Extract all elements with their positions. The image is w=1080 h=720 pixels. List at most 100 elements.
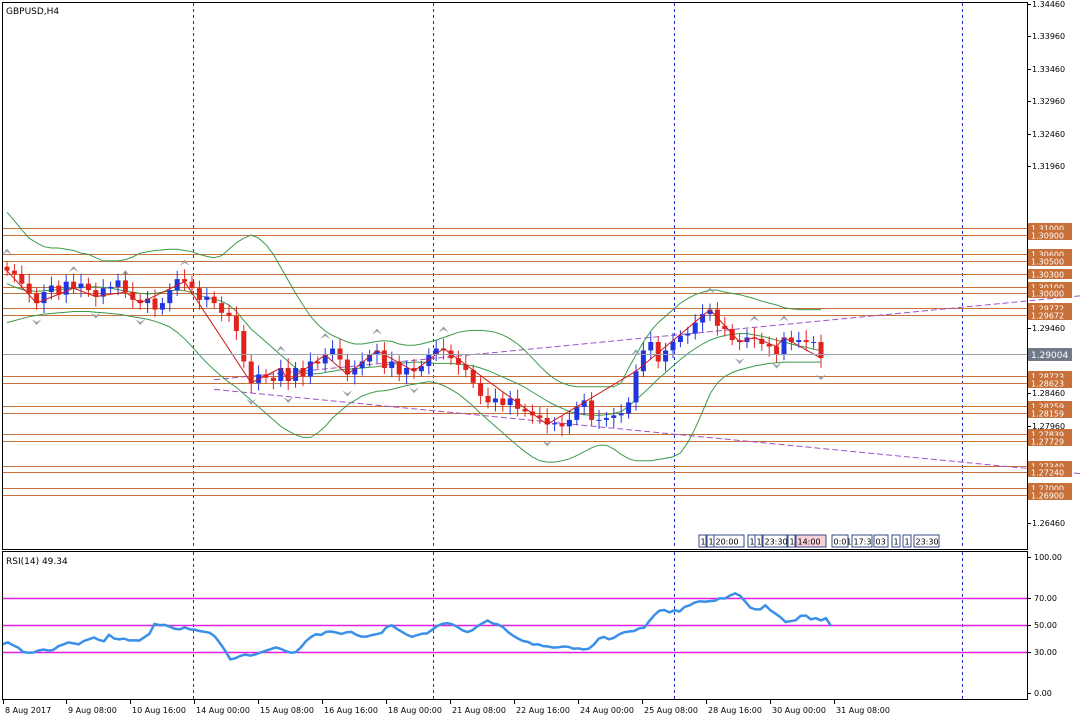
candle-body	[559, 423, 565, 427]
candle-body	[411, 367, 417, 372]
fractal-down-marker	[135, 319, 146, 326]
rsi-tick-label: 30.00	[1034, 648, 1057, 657]
current-price-label: 1.29004	[1031, 351, 1068, 361]
time-tag-label: 1	[905, 538, 910, 547]
time-tag	[754, 534, 763, 548]
time-tag	[795, 534, 827, 548]
bollinger-upper	[6, 211, 821, 388]
fractal-up-marker	[749, 315, 760, 322]
time-tag-label: 1	[894, 538, 899, 547]
price-tick-label: 1.33460	[1032, 65, 1065, 74]
level-tag	[1028, 461, 1072, 471]
level-tag	[1028, 490, 1072, 500]
level-tag-label: 1.29772	[1031, 305, 1064, 314]
candle-body	[685, 333, 691, 336]
candle-body	[100, 288, 106, 297]
candle-body	[19, 273, 25, 284]
fractal-down-marker	[771, 362, 782, 369]
candle-body	[34, 293, 40, 304]
candle-body	[655, 342, 661, 362]
fractal-up-marker	[631, 349, 641, 356]
candle-body	[677, 335, 683, 343]
candle-body	[418, 366, 424, 372]
fractal-up-marker	[2, 248, 12, 255]
candle-body	[330, 348, 336, 356]
fractal-up-marker	[438, 326, 449, 333]
candle-body	[818, 342, 824, 358]
price-tick-label: 1.32960	[1032, 97, 1065, 106]
time-tick-label: 18 Aug 00:00	[388, 706, 442, 715]
candle-body	[226, 312, 232, 317]
candle-body	[737, 340, 743, 343]
candle-body	[589, 400, 595, 420]
level-tag-label: 1.30500	[1031, 258, 1064, 267]
zigzag-line	[6, 270, 822, 425]
price-tick-label: 1.27960	[1032, 422, 1065, 431]
candle-body	[796, 340, 802, 343]
time-tick-label: 14 Aug 00:00	[196, 706, 250, 715]
candle-body	[404, 367, 410, 375]
level-tag	[1028, 288, 1072, 298]
time-tag-label: 23:30	[916, 538, 939, 547]
rsi-line	[2, 592, 833, 661]
candle-body	[803, 340, 809, 343]
candle-body	[722, 325, 728, 330]
zigzag-path	[6, 270, 822, 425]
candle-body	[189, 281, 195, 289]
candle-body	[137, 299, 143, 304]
candle-body	[463, 364, 469, 370]
time-tag-strip: 1 1 20:00 1 1 23:30 1 14:00 0:01 17:3 03 1 1 23:30	[698, 534, 940, 548]
candle-body	[63, 281, 69, 295]
candle-body	[93, 290, 99, 297]
rsi-tick-label: 70.00	[1034, 594, 1057, 603]
candle-body	[751, 337, 757, 339]
candle-body	[552, 423, 558, 425]
candle-body	[426, 355, 432, 367]
candle-body	[692, 322, 698, 334]
level-tag-label: 1.30000	[1031, 290, 1064, 299]
candle-body	[219, 303, 225, 313]
level-tag	[1028, 483, 1072, 493]
fractal-markers	[2, 248, 826, 447]
level-tag-label: 1.28259	[1031, 403, 1064, 412]
symbol-label: GBPUSD,H4	[6, 7, 59, 17]
time-tag-label: 14:00	[798, 538, 821, 547]
price-tick-label: 1.26460	[1032, 519, 1065, 528]
time-tag-label: 17:3	[854, 538, 872, 547]
fractal-down-marker	[542, 440, 553, 447]
level-tag	[1028, 408, 1072, 418]
candle-body	[241, 331, 247, 362]
time-axis: 8 Aug 2017 9 Aug 08:00 10 Aug 16:00 14 Aug …	[3, 700, 890, 715]
level-tag	[1028, 256, 1072, 266]
fractal-down-marker	[31, 319, 42, 326]
time-tag	[762, 534, 788, 548]
time-tag-label: 1	[790, 538, 795, 547]
candle-body	[500, 398, 506, 405]
time-tag-label: 1	[757, 538, 762, 547]
candle-body	[278, 367, 284, 381]
time-tag	[891, 534, 901, 548]
candle-body	[433, 348, 439, 356]
level-tag	[1028, 467, 1072, 477]
candle-body	[182, 279, 188, 282]
level-tag	[1028, 303, 1072, 313]
candle-body	[71, 281, 77, 289]
fractal-down-marker	[342, 390, 353, 397]
level-tag-label: 1.30600	[1031, 251, 1064, 260]
price-axis: 1.34460 1.33960 1.33460 1.32960 1.32460 1.319…	[1027, 0, 1065, 528]
candle-body	[485, 395, 491, 403]
candle-body	[455, 358, 461, 365]
fractal-up-marker	[320, 333, 331, 340]
candle-body	[470, 369, 476, 383]
fractal-up-marker	[779, 315, 789, 322]
time-tick-label: 10 Aug 16:00	[132, 706, 186, 715]
horizontal-levels	[3, 228, 1027, 496]
time-tick-label: 30 Aug 00:00	[772, 706, 826, 715]
candle-body	[374, 350, 380, 356]
candle-body	[285, 367, 291, 381]
time-tag	[902, 534, 912, 548]
candle-body	[359, 361, 365, 368]
time-tag	[787, 534, 796, 548]
fractal-down-marker	[283, 396, 294, 403]
candle-body	[759, 338, 765, 344]
